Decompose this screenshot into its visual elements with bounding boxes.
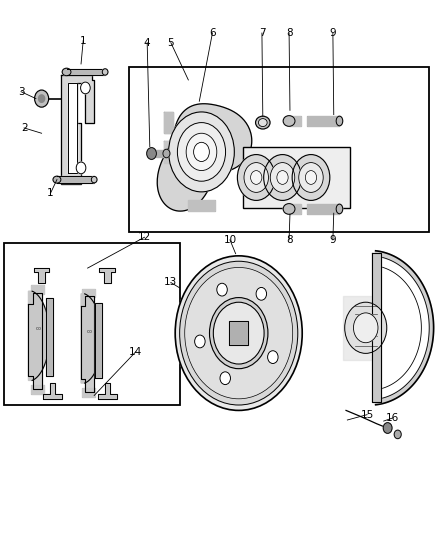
Circle shape xyxy=(194,142,209,161)
Polygon shape xyxy=(307,116,339,126)
Circle shape xyxy=(175,256,302,410)
Polygon shape xyxy=(98,383,117,399)
Text: 9: 9 xyxy=(329,235,336,245)
Text: 2: 2 xyxy=(21,123,28,133)
Polygon shape xyxy=(164,141,173,163)
Text: 12: 12 xyxy=(138,232,151,242)
Polygon shape xyxy=(82,388,95,397)
Polygon shape xyxy=(67,69,105,75)
Ellipse shape xyxy=(53,176,61,183)
Bar xyxy=(243,147,350,208)
Polygon shape xyxy=(343,296,374,360)
Circle shape xyxy=(305,171,317,184)
Circle shape xyxy=(299,163,323,192)
Polygon shape xyxy=(34,268,49,283)
Polygon shape xyxy=(289,204,301,214)
Circle shape xyxy=(177,123,226,181)
Ellipse shape xyxy=(102,69,108,75)
Circle shape xyxy=(394,430,401,439)
Polygon shape xyxy=(188,200,215,211)
Circle shape xyxy=(251,171,262,184)
Polygon shape xyxy=(68,83,77,173)
Circle shape xyxy=(185,268,293,399)
Polygon shape xyxy=(164,112,173,133)
Text: 1: 1 xyxy=(80,36,87,45)
Polygon shape xyxy=(307,204,339,214)
Circle shape xyxy=(237,155,275,200)
Polygon shape xyxy=(57,176,94,183)
Circle shape xyxy=(213,302,264,364)
Circle shape xyxy=(81,82,90,94)
Circle shape xyxy=(76,162,86,174)
Text: 3: 3 xyxy=(18,87,25,96)
Circle shape xyxy=(220,372,230,385)
Polygon shape xyxy=(99,268,115,283)
Circle shape xyxy=(35,90,49,107)
Polygon shape xyxy=(43,383,62,399)
Polygon shape xyxy=(372,253,381,402)
Circle shape xyxy=(186,133,217,171)
Ellipse shape xyxy=(283,204,295,214)
Polygon shape xyxy=(95,303,102,378)
Polygon shape xyxy=(31,285,44,294)
Circle shape xyxy=(194,335,205,348)
Polygon shape xyxy=(157,104,252,211)
Text: 14: 14 xyxy=(129,347,142,357)
Polygon shape xyxy=(61,75,94,184)
Text: oo: oo xyxy=(35,326,42,332)
Polygon shape xyxy=(28,291,49,381)
Circle shape xyxy=(345,302,387,353)
Circle shape xyxy=(268,351,278,364)
Bar xyxy=(4,243,180,405)
Ellipse shape xyxy=(283,116,295,126)
Circle shape xyxy=(353,313,378,343)
Text: 9: 9 xyxy=(329,28,336,38)
Circle shape xyxy=(169,112,234,192)
Circle shape xyxy=(163,149,170,158)
Text: 1: 1 xyxy=(47,189,54,198)
Polygon shape xyxy=(81,294,102,383)
Text: 5: 5 xyxy=(167,38,174,47)
Polygon shape xyxy=(156,150,166,157)
Circle shape xyxy=(39,95,45,102)
Circle shape xyxy=(277,171,288,184)
Circle shape xyxy=(180,261,298,405)
Circle shape xyxy=(264,155,301,200)
Ellipse shape xyxy=(336,116,343,126)
Polygon shape xyxy=(375,251,434,405)
Circle shape xyxy=(383,423,392,433)
Circle shape xyxy=(256,287,267,300)
Text: 10: 10 xyxy=(223,235,237,245)
Ellipse shape xyxy=(62,68,71,76)
Circle shape xyxy=(270,163,295,192)
Circle shape xyxy=(147,148,156,159)
Text: 16: 16 xyxy=(386,413,399,423)
Circle shape xyxy=(209,297,268,369)
Circle shape xyxy=(244,163,268,192)
Polygon shape xyxy=(229,321,248,345)
Polygon shape xyxy=(289,116,301,126)
Ellipse shape xyxy=(256,116,270,129)
Circle shape xyxy=(292,155,330,200)
Ellipse shape xyxy=(336,204,343,214)
Text: 15: 15 xyxy=(360,410,374,419)
Text: 13: 13 xyxy=(164,278,177,287)
Text: oo: oo xyxy=(87,329,93,334)
Polygon shape xyxy=(81,296,94,392)
Polygon shape xyxy=(46,298,53,376)
Ellipse shape xyxy=(258,118,267,126)
Text: 6: 6 xyxy=(209,28,216,38)
Circle shape xyxy=(217,283,227,296)
Text: 7: 7 xyxy=(258,28,265,38)
Text: 8: 8 xyxy=(286,28,293,38)
Polygon shape xyxy=(28,293,42,389)
Polygon shape xyxy=(82,289,95,297)
Text: 8: 8 xyxy=(286,235,293,245)
Polygon shape xyxy=(31,385,44,394)
Bar xyxy=(129,67,429,232)
Ellipse shape xyxy=(92,176,97,183)
Text: 4: 4 xyxy=(144,38,151,47)
